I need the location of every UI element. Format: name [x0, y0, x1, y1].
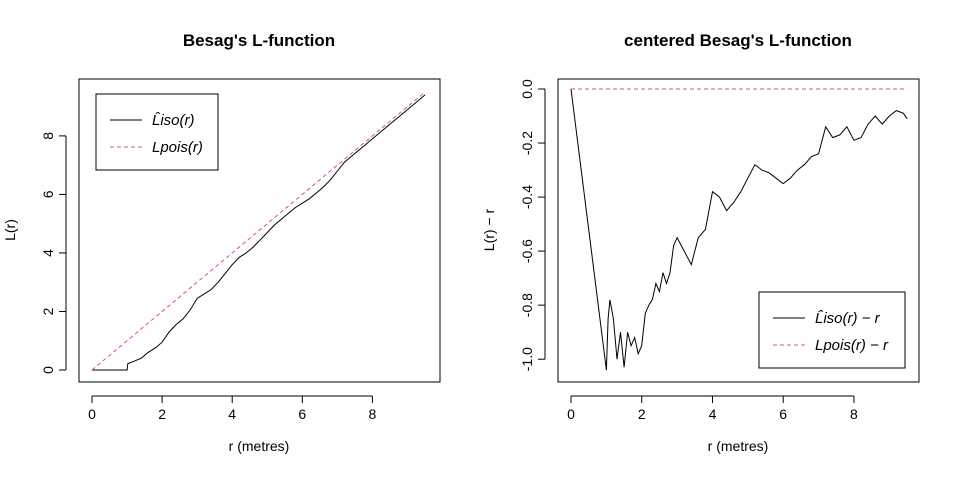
series-group [570, 88, 908, 371]
chart-title: Besag's L-function [183, 31, 335, 50]
x-tick-label: 2 [638, 406, 646, 422]
y-tick-label: 2 [40, 307, 56, 315]
y-tick-label: -0.2 [519, 131, 535, 155]
plot-frame [557, 78, 920, 383]
series-group [91, 91, 426, 371]
legend-label: L̂iso(r) − r [815, 310, 881, 327]
x-tick-label: 2 [158, 406, 166, 422]
legend-box [758, 291, 906, 369]
y-tick-label: -0.8 [519, 293, 535, 317]
x-tick-label: 6 [298, 406, 306, 422]
y-tick-label: -0.4 [519, 185, 535, 209]
y-tick-label: 0.0 [519, 79, 535, 99]
chart-title: centered Besag's L-function [624, 31, 852, 50]
y-axis: 0.0 -0.2 -0.4 -0.6 -0.8 -1.0 [519, 79, 546, 371]
y-axis-label: L(r) [2, 219, 18, 241]
x-axis-label: r (metres) [229, 438, 290, 454]
l-function-panel: Besag's L-function 0 2 4 6 8 0 2 4 6 8 r (metres… [2, 31, 441, 454]
x-axis: 0 2 4 6 8 [567, 395, 858, 422]
estimate-line [92, 94, 426, 371]
legend: L̂iso(r) Lpois(r) [95, 93, 219, 171]
y-axis-label: L(r) − r [481, 208, 497, 251]
y-tick-label: 8 [40, 132, 56, 140]
y-tick-label: 0 [40, 366, 56, 374]
y-tick-label: -1.0 [519, 347, 535, 371]
legend: L̂iso(r) − r Lpois(r) − r [758, 291, 906, 369]
legend-label: Lpois(r) − r [815, 337, 889, 354]
y-tick-label: -0.6 [519, 239, 535, 263]
y-tick-label: 6 [40, 190, 56, 198]
legend-box [95, 93, 219, 171]
x-tick-label: 0 [567, 406, 575, 422]
x-tick-label: 8 [369, 406, 377, 422]
x-tick-label: 0 [88, 406, 96, 422]
centered-l-function-panel: centered Besag's L-function 0 2 4 6 8 0.0 -0.… [481, 31, 920, 454]
y-axis: 0 2 4 6 8 [40, 132, 67, 374]
plot-frame [78, 78, 441, 383]
poisson-reference-line [91, 91, 426, 371]
x-tick-label: 4 [709, 406, 717, 422]
y-tick-label: 4 [40, 249, 56, 257]
x-tick-label: 4 [228, 406, 236, 422]
legend-label: Lpois(r) [152, 139, 203, 156]
x-axis-label: r (metres) [708, 438, 769, 454]
x-axis: 0 2 4 6 8 [88, 395, 377, 422]
x-tick-label: 6 [779, 406, 787, 422]
x-tick-label: 8 [850, 406, 858, 422]
estimate-line [570, 88, 908, 371]
legend-label: L̂iso(r) [152, 112, 195, 129]
